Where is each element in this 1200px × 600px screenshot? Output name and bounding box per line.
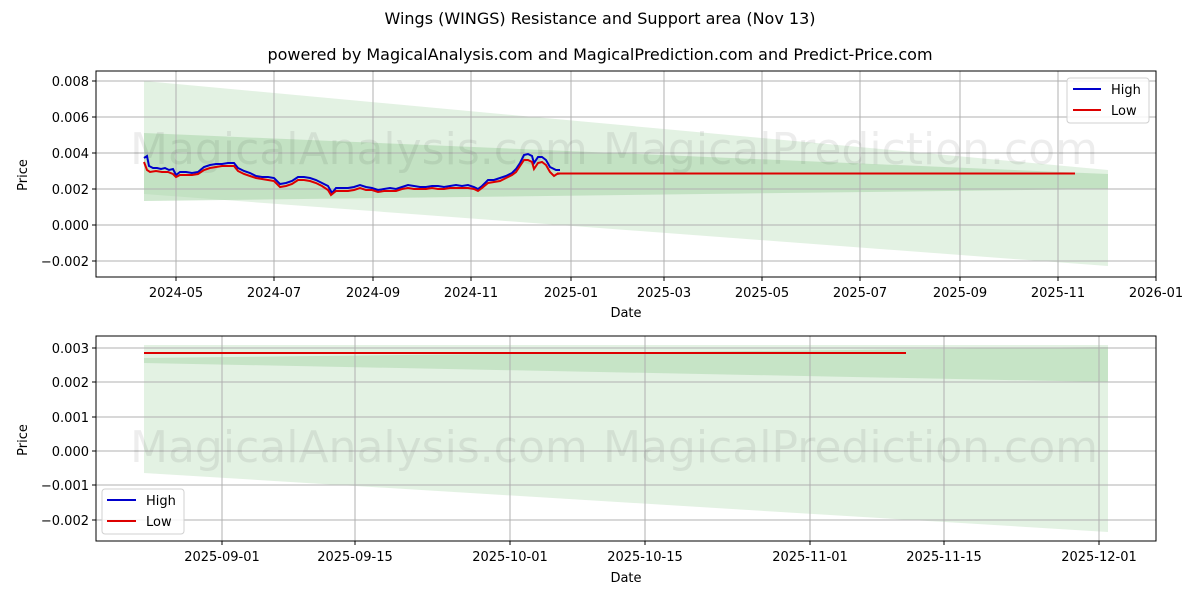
legend-high-label-2: High (146, 494, 176, 509)
x-tick-label: 2025-10-01 (472, 550, 548, 565)
high-line (143, 152, 560, 195)
bottom-y-axis-label: Price (16, 424, 31, 456)
chart-title: Wings (WINGS) Resistance and Support are… (384, 9, 816, 28)
y-tick-label: −0.002 (41, 514, 89, 529)
x-tick-label: 2025-11-01 (772, 550, 848, 565)
top-x-axis-label: Date (610, 306, 641, 321)
y-tick-label: 0.001 (52, 411, 89, 426)
bottom-legend: High Low (101, 488, 185, 535)
x-tick-label: 2025-11 (1031, 286, 1085, 301)
x-tick-label: 2025-07 (833, 286, 887, 301)
watermark-prediction: MagicalPrediction.com (603, 124, 1098, 175)
top-plot-frame (95, 70, 1157, 278)
legend-high-label: High (1111, 83, 1141, 98)
x-tick-label: 2025-09-01 (184, 550, 260, 565)
x-tick-label: 2026-01 (1129, 286, 1183, 301)
top-y-axis-label: Price (16, 159, 31, 191)
y-tick-label: 0.000 (52, 219, 89, 234)
y-tick-label: 0.002 (52, 183, 89, 198)
y-tick-label: −0.001 (41, 479, 89, 494)
top-legend: High Low (1066, 77, 1150, 124)
y-tick-label: 0.002 (52, 376, 89, 391)
bottom-inner-band (144, 347, 1108, 382)
low-line (143, 159, 561, 197)
x-tick-label: 2025-09-15 (317, 550, 393, 565)
x-tick-label: 2024-05 (149, 286, 203, 301)
legend-low-label-2: Low (146, 515, 172, 530)
legend-low-label: Low (1111, 104, 1137, 119)
x-tick-label: 2025-12-01 (1061, 550, 1137, 565)
bottom-x-axis: 2025-09-01 2025-09-15 2025-10-01 2025-10-15… (184, 541, 1137, 565)
bottom-grid (96, 336, 1156, 541)
bottom-chart: MagicalAnalysis.com MagicalPrediction.co… (16, 335, 1157, 586)
x-tick-label: 2025-05 (735, 286, 789, 301)
x-tick-label: 2024-09 (346, 286, 400, 301)
x-tick-label: 2025-01 (544, 286, 598, 301)
chart-subtitle: powered by MagicalAnalysis.com and Magic… (267, 45, 933, 64)
y-tick-label: 0.000 (52, 445, 89, 460)
x-tick-label: 2024-11 (444, 286, 498, 301)
bottom-x-axis-label: Date (610, 571, 641, 586)
x-tick-label: 2025-11-15 (906, 550, 982, 565)
top-chart: MagicalAnalysis.com MagicalPrediction.co… (16, 70, 1183, 321)
watermark-prediction-2: MagicalPrediction.com (603, 422, 1098, 473)
y-tick-label: 0.004 (52, 147, 89, 162)
watermark-analysis-2: MagicalAnalysis.com (130, 422, 588, 473)
bottom-y-axis: 0.003 0.002 0.001 0.000 −0.001 −0.002 (41, 342, 96, 529)
x-tick-label: 2025-03 (637, 286, 691, 301)
x-tick-label: 2024-07 (247, 286, 301, 301)
y-tick-label: −0.002 (41, 255, 89, 270)
y-tick-label: 0.006 (52, 111, 89, 126)
bottom-plot-frame (95, 335, 1157, 542)
top-y-axis: 0.008 0.006 0.004 0.002 0.000 −0.002 (41, 75, 96, 270)
y-tick-label: 0.008 (52, 75, 89, 90)
x-tick-label: 2025-09 (933, 286, 987, 301)
top-x-axis: 2024-05 2024-07 2024-09 2024-11 2025-01 2025-… (149, 277, 1183, 301)
x-tick-label: 2025-10-15 (607, 550, 683, 565)
top-inner-band (144, 133, 1108, 201)
y-tick-label: 0.003 (52, 342, 89, 357)
